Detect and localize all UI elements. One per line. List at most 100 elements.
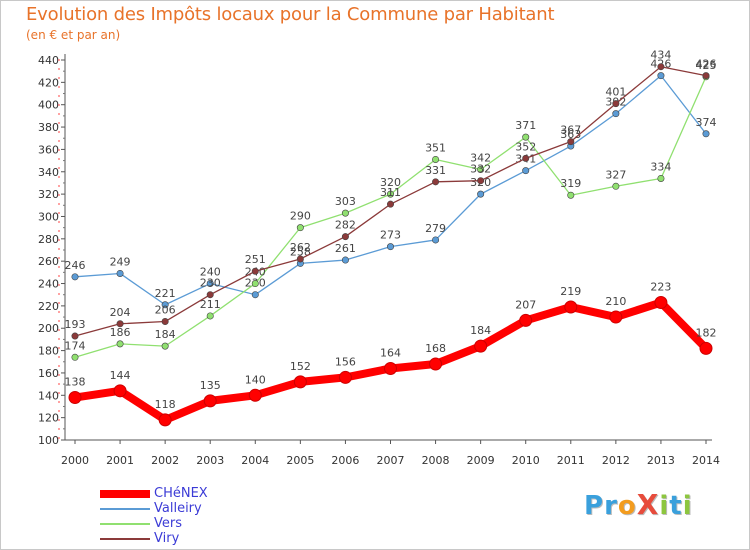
data-label: 303 [335, 195, 356, 208]
data-label: 140 [245, 373, 266, 386]
x-tick-label: 2013 [647, 454, 675, 467]
y-tick-label: 320 [38, 188, 59, 201]
data-point [71, 353, 79, 361]
series-vers: 174 186 184 211 240 290 303 320 351 342 371 319 327 3… [65, 59, 717, 361]
data-label: 327 [605, 168, 626, 181]
data-label: 230 [200, 277, 221, 290]
data-label: 262 [290, 241, 311, 254]
data-point [477, 177, 485, 185]
data-point [432, 155, 440, 163]
legend-label: CHéNEX [154, 486, 208, 501]
legend-label: Vers [154, 516, 182, 531]
data-point [522, 167, 530, 175]
x-tick-label: 2006 [331, 454, 359, 467]
data-point [386, 190, 394, 198]
x-tick-label: 2012 [602, 454, 630, 467]
data-label: 401 [605, 86, 626, 99]
data-point [384, 361, 397, 375]
data-label: 426 [696, 58, 717, 71]
x-tick-label: 2011 [557, 454, 585, 467]
data-point [206, 312, 214, 320]
data-label: 374 [696, 116, 717, 129]
y-tick-label: 400 [38, 99, 59, 112]
data-label: 204 [110, 306, 131, 319]
y-tick-label: 120 [38, 412, 59, 425]
data-point [158, 413, 172, 427]
y-tick-label: 180 [38, 345, 59, 358]
data-point [116, 340, 124, 348]
chart-title: Evolution des Impôts locaux pour la Comm… [26, 4, 555, 25]
legend-label: Viry [154, 531, 180, 546]
data-label: 351 [425, 141, 446, 154]
data-point [699, 341, 713, 355]
x-tick-label: 2004 [241, 454, 269, 467]
legend-label: Valleiry [154, 501, 202, 516]
chart-legend: CHéNEX Valleiry Vers Viry [100, 486, 300, 546]
data-label: 240 [200, 266, 221, 279]
x-tick-label: 2001 [106, 454, 134, 467]
x-tick-label: 2014 [692, 454, 720, 467]
data-point [251, 280, 259, 288]
data-point [522, 133, 530, 141]
data-label: 249 [110, 255, 131, 268]
data-point [657, 72, 665, 80]
series-chénex: 138 144 118 135 140 152 156 164 168 184 207 219 210 2… [65, 281, 717, 427]
data-point [567, 191, 575, 199]
legend-item-valleiry: Valleiry [100, 501, 300, 516]
data-label: 282 [335, 219, 356, 232]
x-tick-label: 2010 [512, 454, 540, 467]
data-label: 118 [155, 398, 176, 411]
legend-swatch [100, 523, 150, 525]
y-tick-label: 140 [38, 389, 59, 402]
data-label: 184 [470, 324, 491, 337]
y-tick-label: 220 [38, 300, 59, 313]
series-valleiry: 2462492212402302582612732793203413633924… [65, 58, 717, 309]
legend-item-chénex: CHéNEX [100, 486, 300, 501]
y-tick-label: 200 [38, 322, 59, 335]
data-label: 211 [200, 298, 221, 311]
data-label: 184 [155, 328, 176, 341]
data-label: 258 [290, 245, 311, 258]
data-label: 331 [425, 164, 446, 177]
data-label: 319 [560, 177, 581, 190]
data-point [206, 291, 214, 299]
data-label: 156 [335, 355, 356, 368]
y-tick-label: 420 [38, 76, 59, 89]
data-point [293, 375, 307, 389]
data-label: 186 [110, 326, 131, 339]
data-point [386, 200, 394, 208]
data-label: 210 [605, 295, 626, 308]
data-label: 279 [425, 222, 446, 235]
data-point [206, 280, 214, 288]
data-point [432, 178, 440, 186]
data-point [161, 301, 169, 309]
data-point [522, 154, 530, 162]
x-tick-label: 2007 [377, 454, 405, 467]
data-point [612, 110, 620, 118]
data-point [296, 224, 304, 232]
data-point [702, 72, 710, 80]
x-tick-label: 2009 [467, 454, 495, 467]
y-tick-label: 340 [38, 166, 59, 179]
data-label: 164 [380, 346, 401, 359]
data-point [519, 313, 533, 327]
data-point [338, 370, 352, 384]
data-label: 219 [560, 285, 581, 298]
data-label: 193 [65, 318, 86, 331]
data-point [474, 339, 488, 353]
data-point [341, 256, 349, 264]
data-point [386, 243, 394, 251]
y-tick-label: 300 [38, 210, 59, 223]
data-label: 144 [110, 369, 131, 382]
data-point [296, 255, 304, 263]
legend-swatch [100, 508, 150, 510]
data-point [702, 130, 710, 138]
x-tick-label: 2005 [286, 454, 314, 467]
y-tick-label: 240 [38, 278, 59, 291]
data-label: 206 [155, 304, 176, 317]
legend-item-vers: Vers [100, 516, 300, 531]
data-point [113, 384, 127, 398]
data-point [116, 320, 124, 328]
data-label: 425 [696, 59, 717, 72]
